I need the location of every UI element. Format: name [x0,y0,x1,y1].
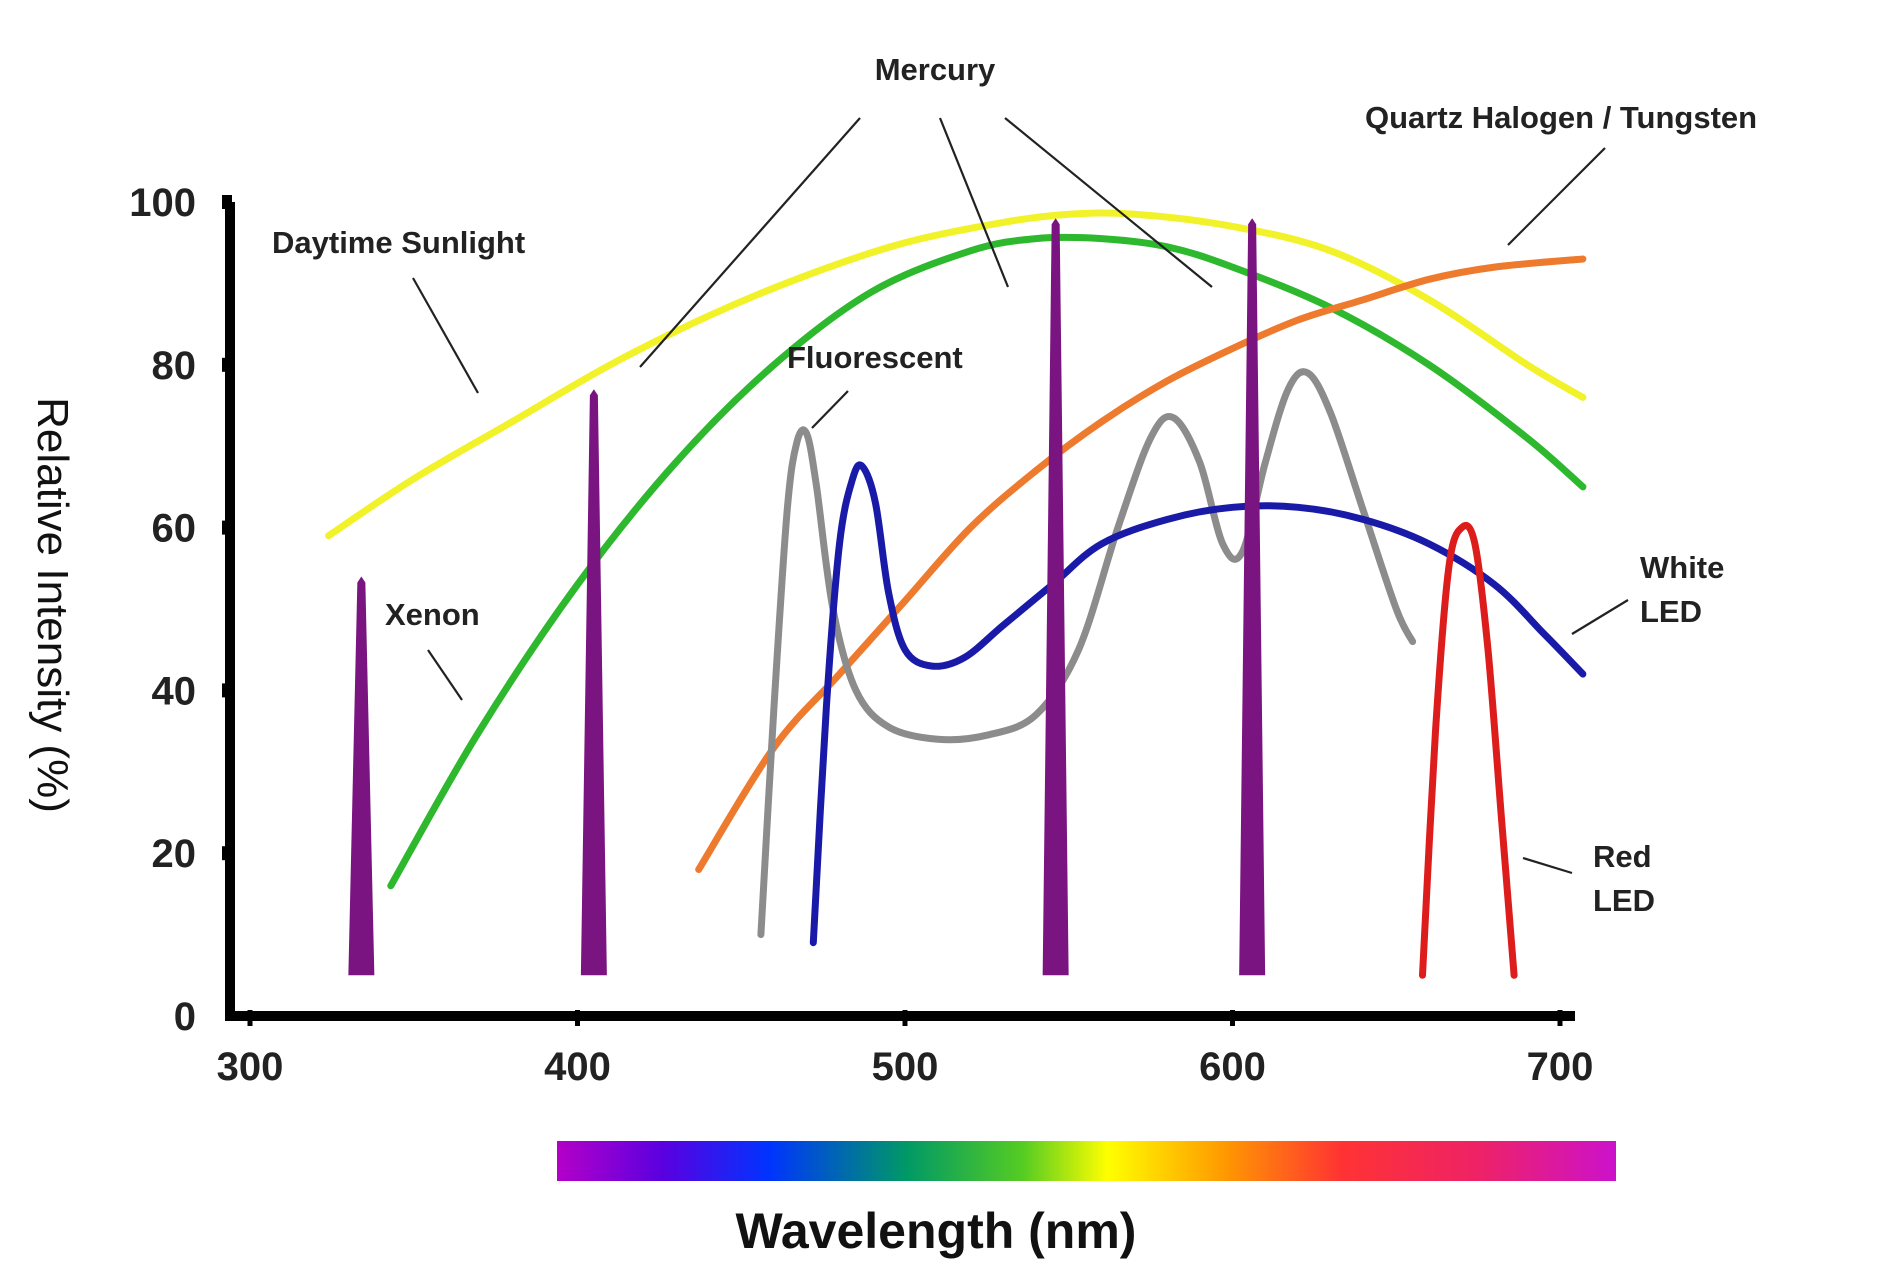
series-xenon [387,233,1587,890]
y-tick-label-0: 0 [174,995,196,1039]
axes [225,202,1575,1021]
x-tick-label-400: 400 [544,1045,611,1089]
mercury-spike-1 [348,576,375,976]
mercury-spike-2 [580,389,607,976]
tick-layer: 0 20 40 60 80 100 300 400 500 600 700 [129,181,1593,1089]
mercury-spikes [348,218,1266,976]
mercury-spike-4 [1239,218,1266,976]
mercury-label: Mercury [875,52,996,87]
x-tick-label-300: 300 [217,1045,284,1089]
annotations: Mercury Quartz Halogen / Tungsten Daytim… [272,52,1757,918]
y-tick-label-40: 40 [152,669,197,713]
y-tick-label-20: 20 [152,832,197,876]
xenon-label: Xenon [385,597,480,632]
mercury-leader-2 [938,117,1010,288]
x-axis-label: Wavelength (nm) [736,1203,1137,1259]
mercury-spike-3 [1042,218,1069,976]
quartz-halogen-leader [1507,147,1606,246]
white-led-leader [1571,599,1629,635]
series-layer [325,209,1587,979]
red-led-leader [1522,856,1573,875]
series-fluorescent [757,368,1417,939]
y-tick-label-80: 80 [152,344,197,388]
y-tick-label-60: 60 [152,507,197,551]
daytime-sunlight-leader [412,277,479,394]
daytime-sunlight-label: Daytime Sunlight [272,225,525,260]
quartz-halogen-label: Quartz Halogen / Tungsten [1365,100,1757,135]
x-tick-label-500: 500 [872,1045,939,1089]
mercury-leader-3 [1004,117,1213,288]
fluorescent-label: Fluorescent [787,340,963,375]
series-red-led [1419,522,1518,979]
xenon-leader [427,649,463,701]
series-white-led [809,461,1587,947]
fluorescent-leader [811,390,849,429]
x-tick-label-700: 700 [1527,1045,1594,1089]
series-quartz-halogen [695,255,1587,873]
red-led-label-line2: LED [1593,883,1655,918]
x-tick-label-600: 600 [1199,1045,1266,1089]
red-led-label-line1: Red [1593,839,1652,874]
mercury-leader-1 [639,117,861,368]
white-led-label-line2: LED [1640,594,1702,629]
white-led-label-line1: White [1640,550,1724,585]
y-tick-label-100: 100 [129,181,196,225]
y-axis-label: Relative Intensity (%) [28,397,77,813]
wavelength-spectrum-bar [557,1141,1616,1181]
